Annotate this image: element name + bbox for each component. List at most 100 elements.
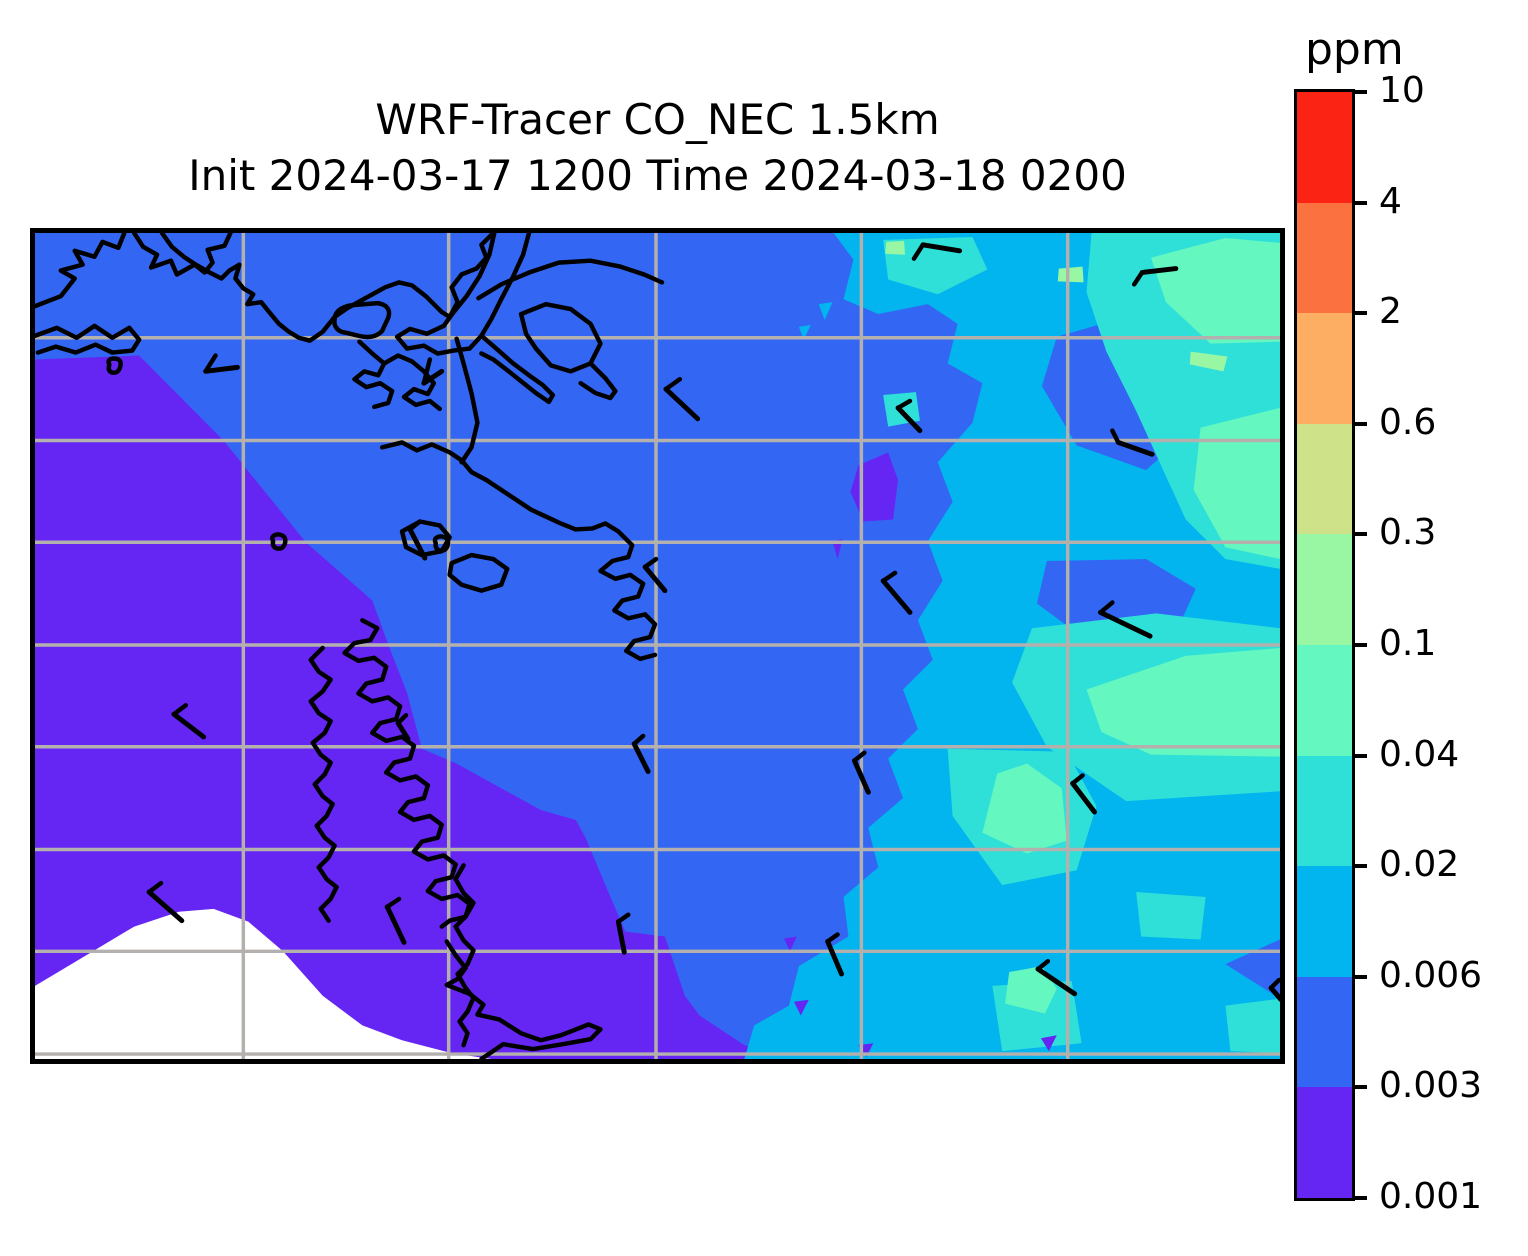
colorbar-tick-mark bbox=[1352, 1085, 1367, 1090]
colorbar-tick-mark bbox=[1352, 974, 1367, 979]
coastline-path bbox=[447, 552, 510, 593]
wind-barb bbox=[146, 880, 185, 924]
colorbar-tick-label: 2 bbox=[1379, 291, 1402, 333]
colorbar-tick-label: 0.006 bbox=[1379, 954, 1483, 996]
coastline-path bbox=[441, 233, 497, 329]
coastline-path bbox=[270, 532, 288, 551]
contour-region-aqua bbox=[1193, 407, 1280, 560]
colorbar-tick-mark bbox=[1352, 311, 1367, 316]
colorbar-tick-label: 0.1 bbox=[1379, 623, 1437, 664]
wind-barb bbox=[642, 556, 668, 594]
contour-region-aqua bbox=[1086, 647, 1280, 757]
coastline-path bbox=[454, 336, 480, 465]
coastline-path bbox=[379, 440, 658, 662]
map-canvas bbox=[35, 233, 1280, 1059]
coastline-path bbox=[578, 361, 618, 401]
coastline-path bbox=[444, 939, 603, 1059]
colorbar-segment bbox=[1297, 1087, 1352, 1198]
colorbar-tick-mark bbox=[1352, 421, 1367, 426]
colorbar-tick-label: 0.001 bbox=[1379, 1176, 1483, 1217]
contour-region-turquoise bbox=[1225, 998, 1280, 1054]
contour-region-aqua bbox=[1005, 966, 1057, 1014]
wind-barb bbox=[384, 896, 407, 945]
coastline-path bbox=[106, 356, 123, 375]
contour-region-aqua bbox=[982, 763, 1067, 854]
colorbar-tick-mark bbox=[1352, 643, 1367, 647]
colorbar-tick-label: 10 bbox=[1379, 70, 1425, 111]
colorbar-bar bbox=[1294, 89, 1355, 1201]
contour-region-lightgreen bbox=[1189, 351, 1228, 372]
colorbar-tick-label: 4 bbox=[1379, 180, 1402, 222]
wind-barb bbox=[825, 932, 845, 977]
colorbar: 10 4 2 0.6 0.3 0.1 0.04 0.02 0.006 0.003 0.001 bbox=[1294, 71, 1527, 1242]
plot-subtitle: Init 2024-03-17 1200 Time 2024-03-18 020… bbox=[188, 151, 1127, 200]
colorbar-segment bbox=[1297, 644, 1352, 756]
colorbar-tick-mark bbox=[1352, 90, 1367, 94]
coastline-path bbox=[479, 333, 556, 405]
coastline-overlay bbox=[35, 233, 665, 1059]
coastline-path bbox=[159, 233, 494, 343]
colorbar-segment bbox=[1297, 755, 1352, 867]
colorbar-tick-label: 0.04 bbox=[1379, 733, 1460, 775]
wind-barb bbox=[1070, 773, 1097, 815]
colorbar-tick-mark bbox=[1352, 532, 1367, 537]
wind-barb bbox=[171, 703, 207, 740]
colorbar-tick-label: 0.6 bbox=[1379, 401, 1437, 443]
wind-barb bbox=[407, 519, 428, 561]
colorbar-tick-label: 0.003 bbox=[1379, 1065, 1483, 1107]
colorbar-segment bbox=[1297, 423, 1352, 535]
contour-region-aqua bbox=[1151, 237, 1280, 344]
coastline-path bbox=[352, 339, 442, 412]
graticule-gridlines bbox=[35, 233, 1280, 1059]
contour-region-white bbox=[35, 908, 492, 1059]
contour-region-violet bbox=[783, 936, 797, 952]
plot-title-block: WRF-Tracer CO_NEC 1.5km Init 2024-03-17 … bbox=[30, 92, 1285, 204]
colorbar-tick-label: 0.02 bbox=[1379, 844, 1460, 886]
colorbar-tick-mark bbox=[1352, 864, 1367, 869]
coastline-path bbox=[308, 645, 339, 923]
wind-barb bbox=[1268, 977, 1280, 1002]
wind-barb bbox=[880, 570, 913, 615]
colorbar-tick-mark bbox=[1352, 753, 1367, 758]
contour-region-violet bbox=[1040, 1035, 1057, 1052]
coastline-path bbox=[35, 233, 127, 309]
wind-barb bbox=[631, 733, 651, 774]
contour-region-violet bbox=[35, 355, 789, 1059]
wind-barb bbox=[911, 242, 963, 261]
colorbar-tick-label: 0.3 bbox=[1379, 512, 1437, 554]
contour-region-blue bbox=[1225, 939, 1280, 999]
wind-barb bbox=[1131, 266, 1179, 287]
contour-region-cyan bbox=[798, 324, 811, 340]
contour-region-cyan bbox=[818, 302, 833, 320]
coastline-path bbox=[131, 233, 233, 277]
coastline-path bbox=[432, 534, 451, 553]
contour-region-turquoise bbox=[1136, 892, 1206, 940]
wind-barb bbox=[615, 912, 631, 955]
coastline-path bbox=[476, 258, 665, 301]
contour-region-lightgreen bbox=[1057, 266, 1084, 283]
contour-region-violet bbox=[832, 539, 843, 560]
coastline-path bbox=[342, 618, 472, 929]
wind-barb bbox=[203, 353, 240, 374]
coastline-path bbox=[453, 863, 476, 1048]
coastline-path bbox=[332, 300, 392, 340]
wind-barb bbox=[663, 377, 701, 422]
colorbar-segment bbox=[1297, 92, 1352, 203]
wind-barb bbox=[1035, 958, 1078, 997]
contour-region-violet bbox=[793, 999, 809, 1016]
wind-barb bbox=[895, 398, 923, 434]
colorbar-unit-label: ppm bbox=[1305, 24, 1404, 75]
colorbar-tick-mark bbox=[1352, 1196, 1367, 1200]
contour-region-lightgreen bbox=[885, 240, 906, 255]
coastline-path bbox=[394, 323, 472, 356]
map-panel bbox=[30, 228, 1285, 1064]
colorbar-segment bbox=[1297, 866, 1352, 977]
plot-title: WRF-Tracer CO_NEC 1.5km bbox=[375, 95, 940, 144]
wind-barb bbox=[851, 750, 871, 795]
wind-barb-overlay bbox=[146, 242, 1280, 1002]
colorbar-tick-mark bbox=[1352, 200, 1367, 205]
wind-barb bbox=[1097, 600, 1153, 639]
colorbar-segment bbox=[1297, 534, 1352, 645]
wind-barb bbox=[1110, 428, 1155, 457]
